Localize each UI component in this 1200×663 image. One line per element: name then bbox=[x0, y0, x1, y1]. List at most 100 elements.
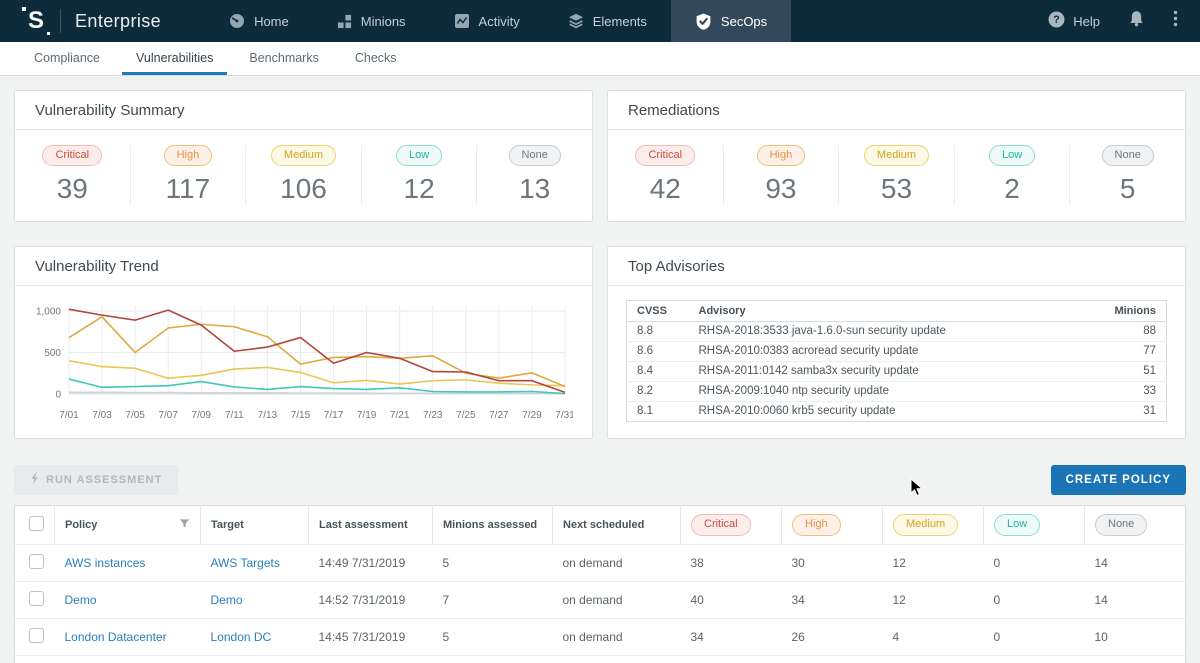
policy-link[interactable]: AWS instances bbox=[65, 556, 146, 570]
logo[interactable]: S Enterprise bbox=[0, 9, 161, 33]
column-header-policy: Policy bbox=[55, 506, 201, 544]
stat-medium: Medium 53 bbox=[839, 145, 955, 205]
nav-item-secops[interactable]: SecOps bbox=[671, 0, 791, 42]
stat-value: 117 bbox=[131, 173, 246, 205]
nav-item-minions[interactable]: Minions bbox=[313, 0, 430, 42]
cvss-score: 8.8 bbox=[627, 322, 689, 342]
x-tick-label: 7/19 bbox=[357, 410, 377, 421]
nav-item-home[interactable]: Home bbox=[205, 0, 313, 42]
filter-icon[interactable] bbox=[179, 518, 190, 532]
tab-compliance[interactable]: Compliance bbox=[20, 42, 114, 75]
stat-high: High 93 bbox=[724, 145, 840, 205]
severity-badge-high: High bbox=[792, 514, 841, 535]
row-checkbox[interactable] bbox=[29, 554, 44, 569]
target-link[interactable]: Demo bbox=[211, 593, 243, 607]
advisory-name: RHSA-2011:0142 samba3x security update bbox=[689, 362, 1097, 382]
nav-item-label: Activity bbox=[479, 14, 520, 29]
none-count: 14 bbox=[1085, 544, 1186, 581]
critical-count: 34 bbox=[681, 618, 782, 655]
notifications-bell-icon[interactable] bbox=[1128, 10, 1145, 32]
nav-item-label: Elements bbox=[593, 14, 647, 29]
x-tick-label: 7/05 bbox=[125, 410, 145, 421]
create-policy-button[interactable]: CREATE POLICY bbox=[1051, 465, 1186, 495]
severity-badge-none: None bbox=[509, 145, 561, 166]
stat-value: 93 bbox=[724, 173, 839, 205]
x-tick-label: 7/25 bbox=[456, 410, 476, 421]
trend-line-medium bbox=[69, 361, 565, 386]
x-tick-label: 7/07 bbox=[158, 410, 178, 421]
run-assessment-label: RUN ASSESSMENT bbox=[46, 474, 162, 486]
advisory-row: 8.6 RHSA-2010:0383 acroread security upd… bbox=[627, 342, 1167, 362]
help-icon: ? bbox=[1048, 11, 1065, 31]
logo-divider bbox=[60, 9, 61, 33]
run-assessment-button[interactable]: RUN ASSESSMENT bbox=[14, 465, 178, 495]
tab-checks[interactable]: Checks bbox=[341, 42, 411, 75]
tab-benchmarks[interactable]: Benchmarks bbox=[235, 42, 332, 75]
advisory-name: RHSA-2010:0060 krb5 security update bbox=[689, 402, 1097, 422]
nav-item-elements[interactable]: Elements bbox=[544, 0, 671, 42]
y-tick-label: 500 bbox=[44, 348, 61, 359]
policy-link[interactable]: London Datacenter bbox=[65, 630, 167, 644]
stat-low: Low 2 bbox=[955, 145, 1071, 205]
last-assessment-value: 14:49 7/31/2019 bbox=[309, 544, 433, 581]
policy-row: AWS instances AWS Targets 14:49 7/31/201… bbox=[15, 544, 1186, 581]
critical-count: 38 bbox=[681, 544, 782, 581]
column-header-policy-label: Policy bbox=[65, 519, 97, 531]
x-tick-label: 7/03 bbox=[92, 410, 112, 421]
x-tick-label: 7/23 bbox=[423, 410, 443, 421]
table-actions-bar: RUN ASSESSMENT CREATE POLICY bbox=[14, 465, 1186, 495]
cvss-score: 8.1 bbox=[627, 402, 689, 422]
severity-badge-critical: Critical bbox=[42, 145, 102, 166]
select-all-checkbox[interactable] bbox=[29, 516, 44, 531]
row-checkbox[interactable] bbox=[29, 591, 44, 606]
column-header-high: High bbox=[782, 506, 883, 544]
high-count: 34 bbox=[782, 581, 883, 618]
none-count: 14 bbox=[1085, 581, 1186, 618]
row-checkbox[interactable] bbox=[29, 628, 44, 643]
remediations-card: Remediations Critical 42 High 93 Medium … bbox=[607, 90, 1186, 222]
advisories-table: CVSS Advisory Minions 8.8 RHSA-2018:3533… bbox=[626, 300, 1167, 422]
column-header-last-assessment: Last assessment bbox=[309, 506, 433, 544]
policy-link[interactable]: Demo bbox=[65, 593, 97, 607]
top-nav-bar: S Enterprise Home Minions Activity bbox=[0, 0, 1200, 42]
nav-item-label: SecOps bbox=[721, 14, 767, 29]
medium-count: 4 bbox=[883, 618, 984, 655]
minions-assessed-value: 5 bbox=[433, 618, 553, 655]
column-header-advisory: Advisory bbox=[689, 301, 1097, 322]
cvss-score: 8.2 bbox=[627, 382, 689, 402]
help-button[interactable]: ? Help bbox=[1048, 11, 1100, 31]
card-title: Vulnerability Trend bbox=[15, 247, 592, 286]
policy-row: London Datacenter London DC 14:45 7/31/2… bbox=[15, 618, 1186, 655]
medium-count: 12 bbox=[883, 544, 984, 581]
column-header-low: Low bbox=[984, 506, 1085, 544]
target-link[interactable]: London DC bbox=[211, 630, 272, 644]
next-scheduled-value: on demand bbox=[553, 581, 681, 618]
kebab-menu-icon[interactable] bbox=[1173, 10, 1178, 32]
x-tick-label: 7/15 bbox=[291, 410, 311, 421]
layers-icon bbox=[568, 13, 584, 29]
minions-count: 33 bbox=[1097, 382, 1167, 402]
stat-none: None 13 bbox=[477, 145, 592, 205]
x-tick-label: 7/11 bbox=[225, 410, 244, 421]
stat-value: 106 bbox=[246, 173, 361, 205]
y-tick-label: 1,000 bbox=[36, 307, 61, 318]
x-tick-label: 7/01 bbox=[59, 410, 79, 421]
minions-count: 88 bbox=[1097, 322, 1167, 342]
column-header-medium: Medium bbox=[883, 506, 984, 544]
shield-check-icon bbox=[695, 13, 712, 30]
nav-item-activity[interactable]: Activity bbox=[430, 0, 544, 42]
target-link[interactable]: AWS Targets bbox=[211, 556, 280, 570]
advisory-row: 8.2 RHSA-2009:1040 ntp security update 3… bbox=[627, 382, 1167, 402]
cvss-score: 8.6 bbox=[627, 342, 689, 362]
gauge-icon bbox=[229, 13, 245, 29]
nav-right: ? Help bbox=[1048, 10, 1200, 32]
minions-count: 51 bbox=[1097, 362, 1167, 382]
column-header-target: Target bbox=[201, 506, 309, 544]
x-tick-label: 7/29 bbox=[522, 410, 542, 421]
tab-vulnerabilities[interactable]: Vulnerabilities bbox=[122, 42, 227, 75]
trend-chart-svg: 7/017/037/057/077/097/117/137/157/177/19… bbox=[23, 298, 573, 428]
primary-nav: Home Minions Activity Elements SecOps bbox=[205, 0, 791, 42]
advisory-row: 8.1 RHSA-2010:0060 krb5 security update … bbox=[627, 402, 1167, 422]
policy-row: Demo Demo 14:52 7/31/2019 7 on demand 40… bbox=[15, 581, 1186, 618]
x-tick-label: 7/17 bbox=[324, 410, 344, 421]
